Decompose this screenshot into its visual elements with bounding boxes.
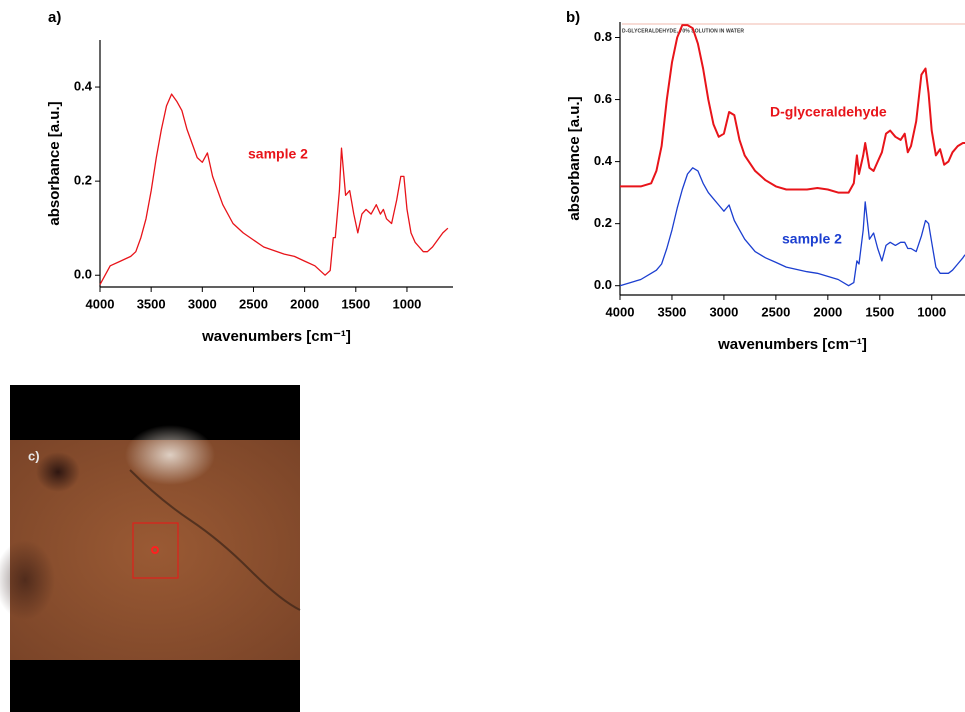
- chart: 4000 3500 3000 2500 2000 1500 1000 0.0 0.2 0.4 wav…: [46, 9, 453, 345]
- roi-point: [151, 546, 159, 554]
- panel-label: c): [28, 448, 40, 463]
- y-tick-label: 0.0: [74, 267, 92, 282]
- x-tick-label: 3000: [709, 304, 738, 319]
- spectrum-line: [619, 167, 965, 287]
- y-tick-label: 0.4: [594, 153, 613, 168]
- series-label: sample 2: [782, 231, 842, 247]
- x-axis-title: wavenumbers [cm⁻¹]: [717, 336, 867, 353]
- series-label: sample 2: [248, 146, 308, 162]
- x-tick-label: 2500: [761, 304, 790, 319]
- x-tick-label: 1000: [392, 296, 421, 311]
- panel-label: a): [48, 9, 61, 26]
- x-tick-label: 3000: [188, 296, 217, 311]
- x-axis-title: wavenumbers [cm⁻¹]: [201, 328, 351, 345]
- x-tick-label: 3500: [137, 296, 166, 311]
- y-axis-title: absorbance [a.u.]: [566, 96, 583, 220]
- crack: [129, 469, 301, 611]
- y-tick-label: 0.0: [594, 277, 612, 292]
- x-tick-label: 1500: [865, 304, 894, 319]
- y-tick-label: 0.6: [594, 91, 612, 106]
- x-tick-label: 2000: [813, 304, 842, 319]
- dark-spot: [0, 540, 55, 620]
- y-axis-title: absorbance [a.u.]: [46, 101, 63, 225]
- pale-area: [125, 425, 215, 485]
- dark-spot: [36, 452, 80, 492]
- photo-panel: c): [0, 385, 301, 712]
- y-tick-label: 0.2: [74, 173, 92, 188]
- panel-label: b): [566, 9, 580, 26]
- y-tick-label: 0.2: [594, 215, 612, 230]
- x-tick-label: 4000: [86, 296, 115, 311]
- y-tick-label: 0.4: [74, 78, 93, 93]
- x-tick-label: 2000: [290, 296, 319, 311]
- roi-box: [132, 522, 179, 579]
- spectrum-line: [620, 24, 965, 194]
- x-tick-label: 1000: [917, 304, 946, 319]
- x-tick-label: 1500: [341, 296, 370, 311]
- spectrum-line: [99, 93, 449, 285]
- x-tick-label: 4000: [606, 304, 635, 319]
- x-tick-label: 2500: [239, 296, 268, 311]
- series-label: D-glyceraldehyde: [770, 104, 887, 120]
- chart: 4000 3500 3000 2500 2000 1500 1000 0.0 0.2 0.4 0.6…: [566, 9, 965, 353]
- x-tick-label: 3500: [657, 304, 686, 319]
- y-tick-label: 0.8: [594, 29, 612, 44]
- annotation: D-GLYCERALDEHYDE, 70% SOLUTION IN WATER: [622, 28, 744, 34]
